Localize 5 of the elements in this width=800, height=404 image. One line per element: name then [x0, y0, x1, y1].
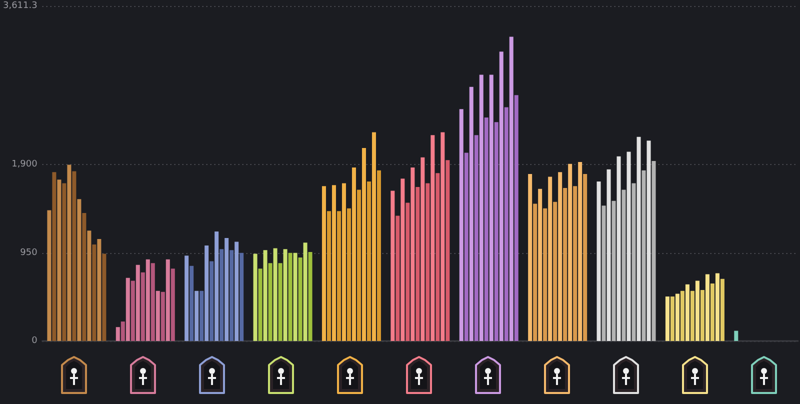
y-tick-label: 1,900	[12, 160, 38, 170]
y-tick-label: 950	[20, 248, 38, 258]
y-tick-label: 3,611.3	[2, 1, 38, 11]
y-tick-label: 0	[32, 336, 38, 346]
bar	[734, 330, 738, 341]
